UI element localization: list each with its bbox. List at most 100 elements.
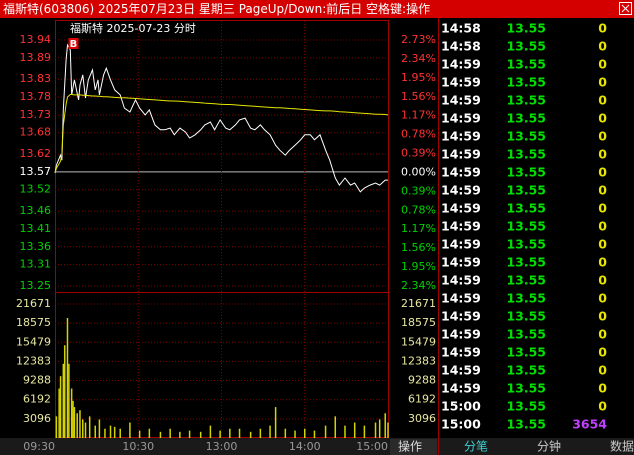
- trade-time: 14:59: [441, 147, 481, 162]
- trade-time: 14:59: [441, 291, 481, 306]
- y-tick-label: 13.83: [20, 72, 52, 85]
- y-tick-label: 13.36: [20, 240, 52, 253]
- y-tick-label: 13.41: [20, 222, 52, 235]
- trade-volume: 0: [598, 237, 607, 252]
- trade-volume: 0: [598, 39, 607, 54]
- volume-bar: [138, 430, 141, 438]
- action-button[interactable]: [390, 439, 437, 455]
- close-box[interactable]: [619, 2, 632, 15]
- y2-tick-label: 1.17%: [401, 109, 436, 122]
- volume-bar: [269, 425, 271, 438]
- trade-time: 15:00: [441, 399, 481, 414]
- volume-bar: [104, 428, 106, 438]
- volume-bar: [98, 419, 101, 438]
- volume-bar: [284, 428, 287, 438]
- volume-bar: [88, 416, 91, 438]
- volume-bar: [334, 416, 337, 438]
- y-tick-label: 12383: [16, 354, 51, 367]
- trade-price: 13.55: [506, 381, 546, 396]
- y-tick-label: 9288: [23, 374, 51, 387]
- y-tick-label: 13.73: [20, 108, 52, 121]
- volume-bar: [384, 413, 386, 438]
- y2-tick-label: 6192: [408, 393, 436, 406]
- volume-bar: [179, 431, 181, 438]
- trade-volume: 0: [598, 183, 607, 198]
- volume-bar: [66, 318, 69, 438]
- volume-bar: [68, 363, 70, 438]
- trade-price: 13.55: [506, 273, 546, 288]
- volume-bar: [119, 428, 121, 438]
- y-tick-label: 13.68: [20, 126, 52, 139]
- y-tick-label: 13.52: [20, 183, 52, 196]
- volume-bar: [378, 419, 381, 438]
- volume-bar: [63, 345, 66, 438]
- y2-tick-label: 1.56%: [401, 241, 436, 254]
- volume-bar: [313, 430, 316, 438]
- y-tick-label: 15479: [16, 335, 51, 348]
- volume-bar: [59, 376, 62, 438]
- y2-tick-label: 1.17%: [401, 222, 436, 235]
- volume-bar: [94, 425, 96, 438]
- trade-price: 13.55: [506, 237, 546, 252]
- trade-time: 14:59: [441, 111, 481, 126]
- trade-price: 13.55: [506, 75, 546, 90]
- trade-time: 14:59: [441, 129, 481, 144]
- y-tick-label: 13.62: [20, 147, 52, 160]
- trade-time: 14:58: [441, 39, 481, 54]
- trade-price: 13.55: [506, 345, 546, 360]
- trade-price: 13.55: [506, 111, 546, 126]
- trade-time: 14:59: [441, 381, 481, 396]
- y2-tick-label: 2.34%: [401, 279, 436, 292]
- y2-tick-label: 2.73%: [401, 33, 436, 46]
- y2-tick-label: 1.95%: [401, 71, 436, 84]
- close-x: [621, 4, 630, 13]
- tab[interactable]: 数据: [610, 439, 634, 454]
- title-text: 福斯特(603806) 2025年07月23日 星期三 PageUp/Down:…: [3, 1, 430, 16]
- trade-volume: 0: [598, 381, 607, 396]
- volume-bar: [229, 428, 231, 438]
- tab[interactable]: 分笔: [464, 439, 488, 454]
- trade-volume: 0: [598, 327, 607, 342]
- trade-time: 14:59: [441, 345, 481, 360]
- trade-price: 13.55: [506, 399, 546, 414]
- trade-time: 14:59: [441, 93, 481, 108]
- action-button-label[interactable]: 操作: [398, 439, 422, 454]
- y2-tick-label: 12383: [401, 354, 436, 367]
- trade-price: 13.55: [506, 183, 546, 198]
- tab[interactable]: 分钟: [537, 439, 561, 454]
- trade-time: 14:59: [441, 273, 481, 288]
- y2-tick-label: 1.56%: [401, 90, 436, 103]
- y-tick-label: 13.31: [20, 258, 52, 271]
- price-line: [54, 94, 389, 174]
- y2-tick-label: 0.78%: [401, 203, 436, 216]
- volume-bar: [109, 425, 112, 438]
- trade-price: 13.55: [506, 165, 546, 180]
- trade-time: 14:59: [441, 165, 481, 180]
- volume-bar: [294, 430, 296, 438]
- trade-volume: 0: [598, 129, 607, 144]
- y-tick-label: 13.25: [20, 279, 52, 292]
- trade-time: 14:59: [441, 255, 481, 270]
- trade-price: 13.55: [506, 57, 546, 72]
- trade-volume: 3654: [572, 417, 607, 432]
- trade-price: 13.55: [506, 39, 546, 54]
- trade-time: 14:59: [441, 75, 481, 90]
- volume-bar: [62, 363, 65, 438]
- volume-bar: [387, 422, 389, 438]
- volume-bar: [70, 388, 73, 438]
- volume-bar: [363, 425, 366, 438]
- volume-bar: [249, 431, 252, 438]
- trade-volume: 0: [598, 399, 607, 414]
- volume-bar: [148, 428, 151, 438]
- trade-price: 13.55: [506, 129, 546, 144]
- y-tick-label: 21671: [16, 297, 51, 310]
- y-tick-label: 13.94: [20, 33, 52, 46]
- close-button[interactable]: [619, 2, 632, 15]
- y2-tick-label: 18575: [401, 316, 436, 329]
- volume-bar: [353, 422, 356, 438]
- volume-bar: [374, 422, 377, 438]
- volume-bar: [344, 425, 346, 438]
- y2-tick-label: 0.00%: [401, 165, 436, 178]
- volume-bar: [55, 416, 58, 438]
- bottom-bar: [0, 438, 634, 455]
